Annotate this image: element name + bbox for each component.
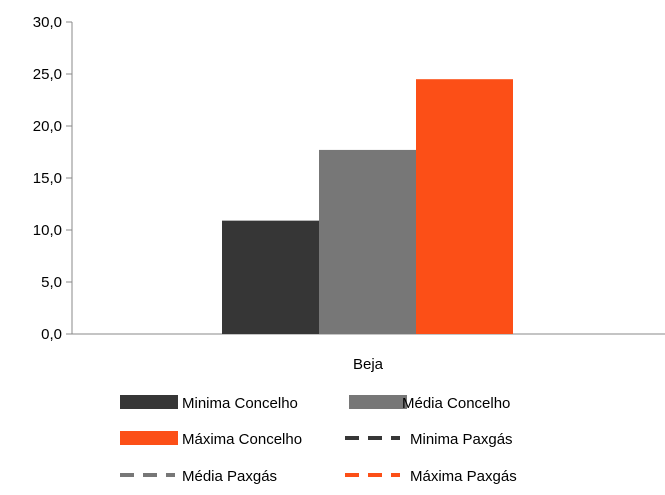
y-tick-label: 0,0 xyxy=(41,326,62,343)
legend-label-m-xima-paxg-s: Máxima Paxgás xyxy=(410,468,517,485)
legend-label-m-dia-paxg-s: Média Paxgás xyxy=(182,468,277,485)
y-axis-ticks: 0,0 5,0 10,0 15,0 20,0 25,0 30,0 xyxy=(33,14,72,343)
legend-label-m-dia-concelho: Média Concelho xyxy=(402,395,510,412)
bar-minima-concelho xyxy=(222,220,319,334)
legend-label-minima-paxg-s: Minima Paxgás xyxy=(410,431,513,448)
legend: Minima Concelho Média Concelho Máxima Conc… xyxy=(120,395,517,485)
legend-swatch-m-dia-concelho xyxy=(349,395,407,409)
bar-m-xima-concelho xyxy=(416,79,513,334)
y-tick-label: 5,0 xyxy=(41,274,62,291)
bar-m-dia-concelho xyxy=(319,149,416,334)
y-tick-label: 10,0 xyxy=(33,222,62,239)
legend-label-minima-concelho: Minima Concelho xyxy=(182,395,298,412)
legend-swatch-minima-concelho xyxy=(120,395,178,409)
y-tick-label: 20,0 xyxy=(33,118,62,135)
legend-label-m-xima-concelho: Máxima Concelho xyxy=(182,431,302,448)
legend-swatch-m-xima-concelho xyxy=(120,431,178,445)
y-tick-label: 25,0 xyxy=(33,66,62,83)
y-tick-label: 15,0 xyxy=(33,170,62,187)
x-tick-label: Beja xyxy=(353,356,384,373)
y-tick-label: 30,0 xyxy=(33,14,62,31)
bar-group xyxy=(222,79,513,334)
